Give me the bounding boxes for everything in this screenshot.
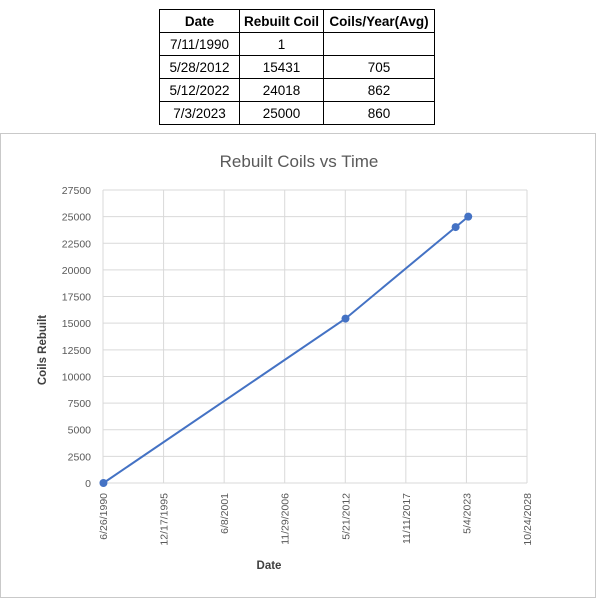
y-tick-label: 12500: [62, 345, 91, 357]
y-tick-label: 5000: [68, 425, 92, 437]
y-tick-label: 10000: [62, 371, 91, 383]
y-tick-labels: 0 2500 5000 7500 10000 12500 15000 17500 20000 22…: [62, 185, 91, 490]
table-row: 5/12/2022 24018 862: [159, 78, 435, 102]
y-tick-label: 17500: [62, 292, 91, 304]
y-tick-label: 22500: [62, 238, 91, 250]
y-tick-label: 2500: [68, 451, 92, 463]
table-header-row: Date Rebuilt Coil Coils/Year(Avg): [159, 9, 435, 33]
table-row: 5/28/2012 15431 705: [159, 55, 435, 79]
cell-date: 7/3/2023: [159, 101, 240, 125]
chart-svg: Rebuilt Coils vs Time 0 2500 5000 7500 10000…: [37, 152, 534, 572]
x-tick-label: 5/21/2012: [340, 493, 352, 540]
cell-rebuilt-coil: 15431: [239, 55, 324, 79]
x-tick-label: 11/11/2017: [401, 493, 413, 544]
cell-coils-per-year: 705: [323, 55, 435, 79]
cell-coils-per-year: 862: [323, 78, 435, 102]
chart-area: Rebuilt Coils vs Time 0 2500 5000 7500 10000…: [0, 133, 596, 598]
x-axis-title: Date: [257, 560, 282, 572]
x-tick-label: 6/8/2001: [219, 493, 231, 534]
x-tick-label: 11/29/2006: [280, 493, 292, 545]
y-tick-label: 27500: [62, 185, 91, 197]
cell-rebuilt-coil: 25000: [239, 101, 324, 125]
y-tick-label: 15000: [62, 318, 91, 330]
cell-coils-per-year: [323, 32, 435, 56]
table-row: 7/11/1990 1: [159, 32, 435, 56]
table-row: 7/3/2023 25000 860: [159, 101, 435, 125]
cell-rebuilt-coil: 1: [239, 32, 324, 56]
x-tick-label: 6/26/1990: [98, 493, 110, 540]
header-rebuilt-coil: Rebuilt Coil: [239, 9, 324, 33]
data-point: [341, 314, 350, 323]
cell-date: 5/28/2012: [159, 55, 240, 79]
chart-title: Rebuilt Coils vs Time: [220, 152, 379, 171]
y-tick-label: 7500: [68, 398, 92, 410]
gridlines: [102, 189, 528, 484]
y-tick-label: 20000: [62, 265, 91, 277]
cell-coils-per-year: 860: [323, 101, 435, 125]
x-tick-label: 5/4/2023: [461, 493, 473, 534]
cell-date: 5/12/2022: [159, 78, 240, 102]
x-tick-labels: 6/26/1990 12/17/1995 6/8/2001 11/29/2006 5/2…: [98, 493, 534, 546]
x-tick-label: 10/24/2028: [522, 493, 534, 546]
header-coils-per-year: Coils/Year(Avg): [323, 9, 435, 33]
data-point: [451, 223, 460, 232]
data-point: [464, 212, 473, 221]
series-line: [102, 215, 469, 484]
y-tick-label: 25000: [62, 212, 91, 224]
y-tick-label: 0: [85, 478, 91, 490]
x-tick-label: 12/17/1995: [159, 493, 171, 546]
cell-rebuilt-coil: 24018: [239, 78, 324, 102]
series-layer: [99, 212, 473, 487]
data-point: [99, 478, 108, 487]
data-table: Date Rebuilt Coil Coils/Year(Avg) 7/11/1…: [159, 9, 435, 125]
y-axis-title: Coils Rebuilt: [37, 315, 49, 385]
cell-date: 7/11/1990: [159, 32, 240, 56]
header-date: Date: [159, 9, 240, 33]
